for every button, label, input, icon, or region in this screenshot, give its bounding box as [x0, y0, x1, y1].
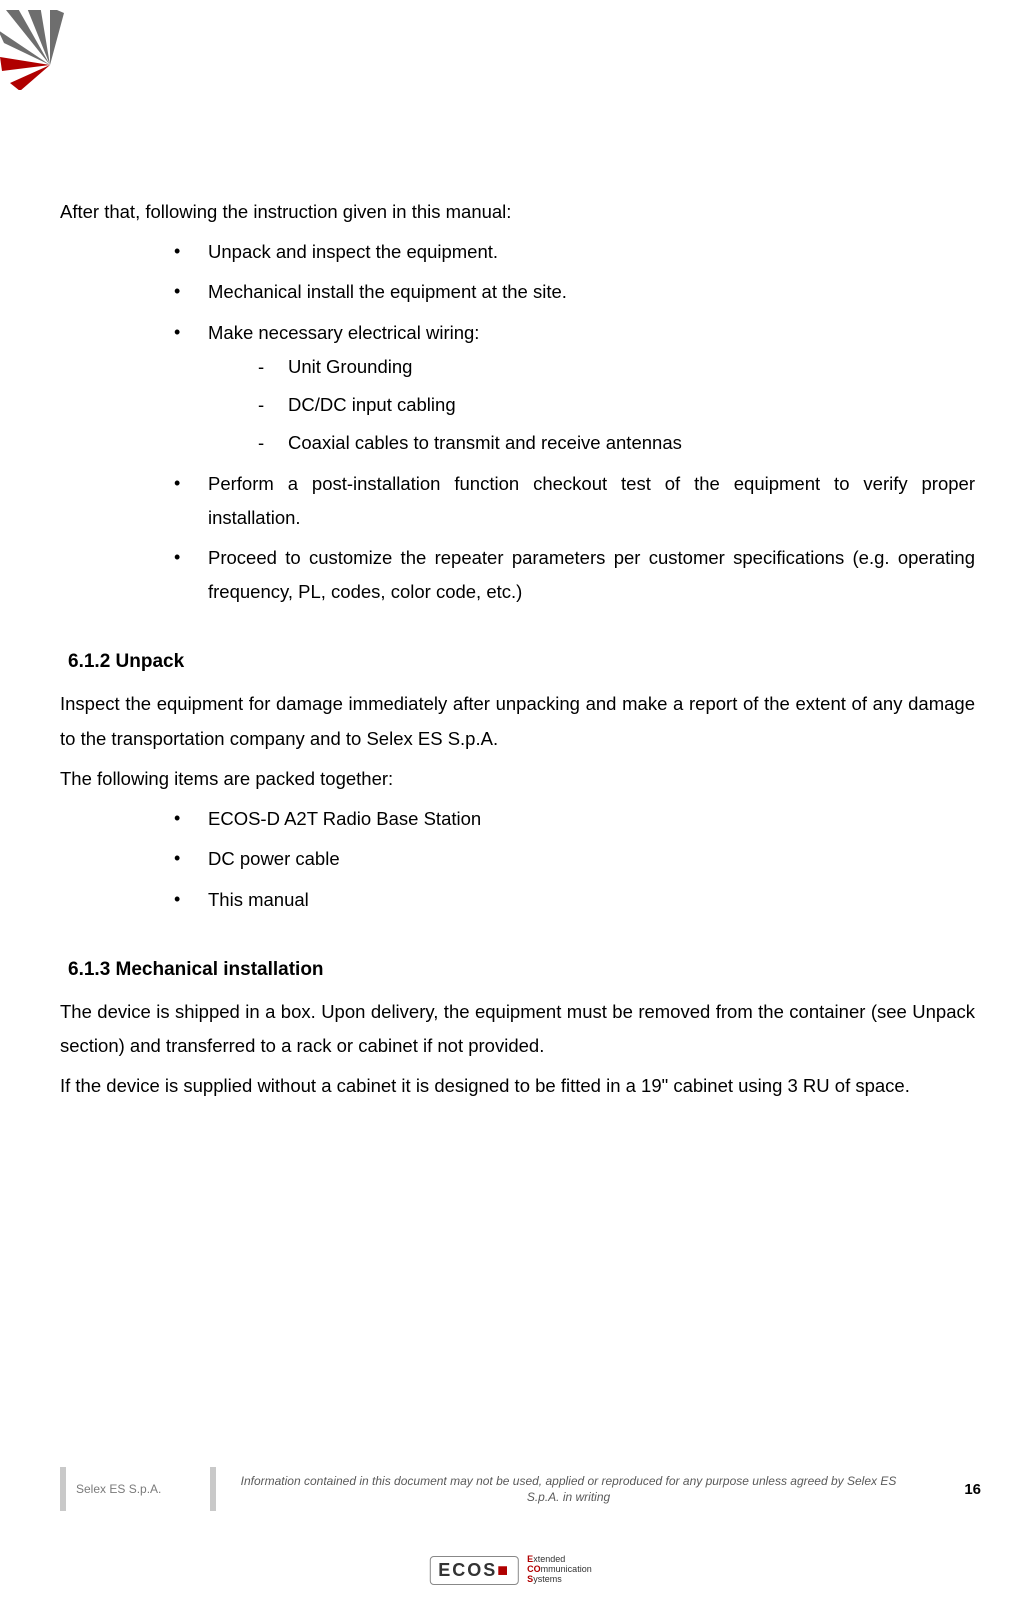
list-subitem: Coaxial cables to transmit and receive a…	[258, 426, 975, 460]
section-613-p1: The device is shipped in a box. Upon del…	[60, 995, 975, 1063]
list-item: Make necessary electrical wiring: Unit G…	[180, 316, 975, 461]
page-content: After that, following the instruction gi…	[60, 195, 975, 1109]
install-steps-list: Unpack and inspect the equipment. Mechan…	[60, 235, 975, 609]
intro-paragraph: After that, following the instruction gi…	[60, 195, 975, 229]
section-612-p1: Inspect the equipment for damage immedia…	[60, 687, 975, 755]
section-613-heading: 6.1.3 Mechanical installation	[60, 959, 975, 981]
list-item: Unpack and inspect the equipment.	[180, 235, 975, 269]
document-page: After that, following the instruction gi…	[0, 0, 1021, 1603]
list-item-text: Proceed to customize the repeater parame…	[208, 547, 975, 602]
list-item-text: Make necessary electrical wiring:	[208, 322, 479, 343]
page-number: 16	[921, 1481, 981, 1498]
ecos-expansion-text: Extended COmmunication Systems	[527, 1555, 592, 1585]
list-subitem: DC/DC input cabling	[258, 388, 975, 422]
ecos-co: CO	[527, 1564, 541, 1574]
list-item: DC power cable	[180, 842, 975, 876]
ecos-s-rest: ystems	[533, 1574, 562, 1584]
section-612-p2: The following items are packed together:	[60, 762, 975, 796]
packed-items-list: ECOS-D A2T Radio Base Station DC power c…	[60, 802, 975, 917]
list-item: ECOS-D A2T Radio Base Station	[180, 802, 975, 836]
footer-company: Selex ES S.p.A.	[60, 1467, 210, 1511]
wiring-sublist: Unit Grounding DC/DC input cabling Coaxi…	[208, 350, 975, 461]
list-subitem: Unit Grounding	[258, 350, 975, 384]
ecos-e-rest: xtended	[533, 1554, 565, 1564]
ecos-dash-icon: ■	[497, 1560, 510, 1580]
ecos-logo-box: ECOS■	[429, 1556, 519, 1585]
footer-disclaimer: Information contained in this document m…	[210, 1467, 921, 1511]
section-613-p2: If the device is supplied without a cabi…	[60, 1069, 975, 1103]
list-item-text: Unpack and inspect the equipment.	[208, 241, 498, 262]
list-item-text: Perform a post-installation function che…	[208, 473, 975, 528]
list-item: This manual	[180, 883, 975, 917]
list-item: Perform a post-installation function che…	[180, 467, 975, 535]
ecos-co-rest: mmunication	[541, 1564, 592, 1574]
company-logo-burst	[0, 10, 70, 90]
ecos-logo: ECOS■ Extended COmmunication Systems	[429, 1555, 591, 1585]
section-612-heading: 6.1.2 Unpack	[60, 651, 975, 673]
ecos-brand-text: ECOS	[438, 1560, 497, 1580]
list-item: Mechanical install the equipment at the …	[180, 275, 975, 309]
list-item-text: Mechanical install the equipment at the …	[208, 281, 567, 302]
list-item: Proceed to customize the repeater parame…	[180, 541, 975, 609]
page-footer: Selex ES S.p.A. Information contained in…	[60, 1467, 981, 1511]
